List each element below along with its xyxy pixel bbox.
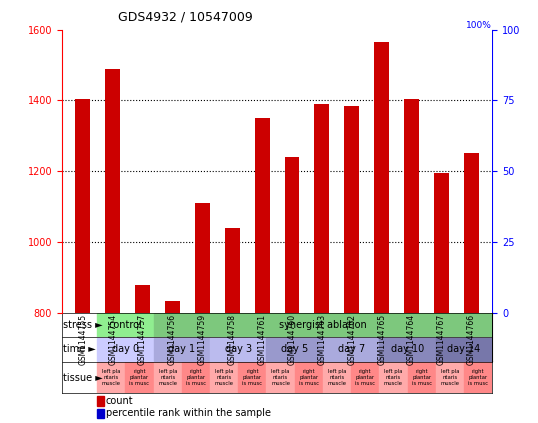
Bar xyxy=(97,313,154,337)
Point xyxy=(258,52,266,58)
Bar xyxy=(97,362,125,393)
Point xyxy=(437,66,446,73)
Text: day 14: day 14 xyxy=(448,344,480,354)
Text: percentile rank within the sample: percentile rank within the sample xyxy=(106,409,271,418)
Bar xyxy=(434,173,449,313)
Text: left pla
ntaris
muscle: left pla ntaris muscle xyxy=(384,369,403,386)
Bar xyxy=(135,285,150,313)
Text: control: control xyxy=(109,320,142,330)
Text: stress ►: stress ► xyxy=(63,320,103,330)
Bar xyxy=(374,42,389,313)
Bar xyxy=(351,362,379,393)
Text: GDS4932 / 10547009: GDS4932 / 10547009 xyxy=(118,11,253,24)
Text: day 0: day 0 xyxy=(112,344,139,354)
Text: right
plantar
is musc: right plantar is musc xyxy=(412,369,432,386)
Point xyxy=(407,60,416,67)
Point xyxy=(168,77,177,84)
Bar xyxy=(210,338,266,361)
Bar xyxy=(254,118,270,313)
Point xyxy=(108,52,117,58)
Bar xyxy=(323,338,379,361)
Text: time ►: time ► xyxy=(63,344,96,354)
Bar xyxy=(295,362,323,393)
Point xyxy=(288,60,296,67)
Bar xyxy=(404,99,419,313)
Bar xyxy=(195,203,210,313)
Point xyxy=(228,69,237,75)
Text: left pla
ntaris
muscle: left pla ntaris muscle xyxy=(271,369,290,386)
Text: left pla
ntaris
muscle: left pla ntaris muscle xyxy=(158,369,177,386)
Bar xyxy=(165,301,180,313)
Point xyxy=(317,58,326,64)
Point xyxy=(79,52,87,58)
Bar xyxy=(314,104,329,313)
Bar xyxy=(97,409,104,418)
Bar xyxy=(266,362,295,393)
Bar xyxy=(379,338,436,361)
Bar xyxy=(154,338,210,361)
Bar xyxy=(436,362,464,393)
Bar xyxy=(344,106,359,313)
Bar xyxy=(266,338,323,361)
Bar xyxy=(75,99,90,313)
Bar xyxy=(238,362,266,393)
Text: right
plantar
is musc: right plantar is musc xyxy=(186,369,206,386)
Text: day 7: day 7 xyxy=(337,344,365,354)
Text: 100%: 100% xyxy=(466,21,492,30)
Bar xyxy=(464,154,479,313)
Text: day 3: day 3 xyxy=(225,344,252,354)
Text: left pla
ntaris
muscle: left pla ntaris muscle xyxy=(328,369,346,386)
Bar xyxy=(285,157,300,313)
Point xyxy=(467,63,476,70)
Text: right
plantar
is musc: right plantar is musc xyxy=(355,369,376,386)
Bar xyxy=(125,362,154,393)
Bar xyxy=(105,69,120,313)
Point xyxy=(377,52,386,58)
Text: day 5: day 5 xyxy=(281,344,308,354)
Text: left pla
ntaris
muscle: left pla ntaris muscle xyxy=(215,369,233,386)
Bar xyxy=(464,362,492,393)
Text: count: count xyxy=(106,396,133,406)
Point xyxy=(348,58,356,64)
Bar xyxy=(154,362,182,393)
Bar xyxy=(408,362,436,393)
Text: left pla
ntaris
muscle: left pla ntaris muscle xyxy=(441,369,459,386)
Bar xyxy=(97,338,154,361)
Text: tissue ►: tissue ► xyxy=(63,373,103,382)
Text: right
plantar
is musc: right plantar is musc xyxy=(299,369,319,386)
Bar xyxy=(97,396,104,406)
Text: right
plantar
is musc: right plantar is musc xyxy=(242,369,263,386)
Text: day 10: day 10 xyxy=(391,344,424,354)
Text: day 1: day 1 xyxy=(168,344,195,354)
Text: right
plantar
is musc: right plantar is musc xyxy=(468,369,488,386)
Text: synergist ablation: synergist ablation xyxy=(279,320,367,330)
Point xyxy=(198,66,207,73)
Text: left pla
ntaris
muscle: left pla ntaris muscle xyxy=(102,369,121,386)
Bar xyxy=(182,362,210,393)
Bar xyxy=(210,362,238,393)
Point xyxy=(138,74,147,81)
Bar xyxy=(379,362,408,393)
Bar xyxy=(323,362,351,393)
Bar xyxy=(225,228,240,313)
Text: right
plantar
is musc: right plantar is musc xyxy=(130,369,150,386)
Bar xyxy=(436,338,492,361)
Bar xyxy=(154,313,492,337)
